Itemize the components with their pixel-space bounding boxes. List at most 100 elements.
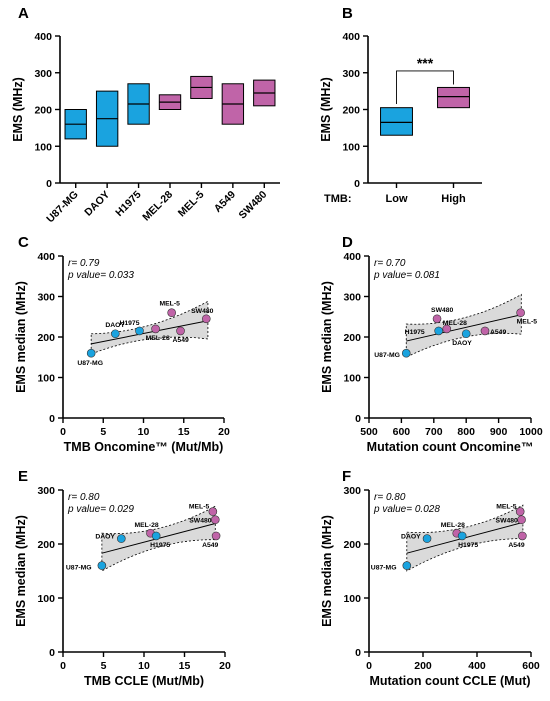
- panel-b: 0 100 200 300 400 B Low High EMS (MHz) TMB: ***: [319, 5, 482, 205]
- y-tick-label: 300: [343, 292, 361, 304]
- data-point: [515, 507, 525, 516]
- x-tick-label: Low: [386, 193, 408, 205]
- x-tick-label: 0: [60, 660, 66, 672]
- y-tick-label: 200: [343, 332, 361, 344]
- panel-letter: E: [18, 468, 28, 485]
- point-label: A549: [173, 337, 189, 344]
- point-label: DAOY: [452, 340, 472, 347]
- y-tick-label: 100: [37, 593, 55, 605]
- x-tick-label: 700: [425, 426, 443, 438]
- x-tick-label: High: [441, 193, 466, 205]
- x-axis-title: Mutation count Oncomine™: [367, 440, 534, 454]
- x-tick-label: 10: [138, 426, 150, 438]
- x-tick-label: SW480: [237, 189, 270, 222]
- y-axis-title: EMS median (MHz): [320, 515, 334, 627]
- x-tick-label: 5: [101, 660, 107, 672]
- point-label: MEL-5: [517, 319, 538, 326]
- point-label: SW480: [189, 518, 212, 525]
- x-tick-label: 500: [360, 426, 378, 438]
- r-value: r= 0.79: [68, 258, 100, 269]
- point-label: H1975: [458, 542, 478, 549]
- y-tick-label: 0: [49, 647, 55, 659]
- y-axis-title: EMS median (MHz): [14, 515, 28, 627]
- y-tick-label: 300: [37, 485, 55, 497]
- panel-letter: C: [18, 234, 29, 251]
- y-tick-label: 300: [34, 68, 52, 80]
- x-tick-label: A549: [212, 189, 238, 215]
- x-tick-label: 200: [414, 660, 432, 672]
- y-tick-label: 400: [342, 31, 360, 43]
- x-tick-label: 5: [100, 426, 106, 438]
- y-tick-label: 100: [37, 373, 55, 385]
- point-label: DAOY: [105, 322, 125, 329]
- y-tick-label: 100: [343, 373, 361, 385]
- data-point: [518, 531, 527, 541]
- point-label: MEL-5: [496, 504, 517, 511]
- y-tick-label: 200: [342, 105, 360, 117]
- y-tick-label: 100: [34, 141, 52, 153]
- y-tick-label: 100: [342, 141, 360, 153]
- r-value: r= 0.70: [374, 258, 406, 269]
- y-axis-title: EMS median (MHz): [14, 281, 28, 393]
- y-axis-title: EMS (MHz): [319, 77, 333, 142]
- data-point: [442, 324, 452, 334]
- data-point: [457, 531, 467, 541]
- point-label: MEL-28: [146, 335, 170, 342]
- panel-e: 0 100 200 300 E 0 5 10 15 20 U87-MG DAOY MEL-28 H1975…: [14, 468, 231, 688]
- y-tick-label: 100: [343, 593, 361, 605]
- y-tick-label: 0: [355, 647, 361, 659]
- point-label: MEL-5: [159, 301, 180, 308]
- panel-letter: B: [342, 5, 353, 22]
- y-tick-label: 200: [343, 539, 361, 551]
- data-point: [517, 515, 526, 525]
- x-axis-title: Mutation count CCLE (Mut): [369, 674, 530, 688]
- p-value: p value= 0.029: [67, 504, 134, 515]
- data-point: [117, 534, 126, 543]
- data-point: [151, 324, 160, 334]
- data-point: [480, 326, 490, 336]
- panel-letter: F: [342, 468, 351, 485]
- p-value: p value= 0.028: [373, 504, 440, 515]
- point-label: H1975: [405, 329, 425, 336]
- y-axis-title: EMS median (MHz): [320, 281, 334, 393]
- significance-bracket: [396, 70, 454, 104]
- data-point: [176, 326, 185, 336]
- x-tick-label: 800: [457, 426, 475, 438]
- point-label: MEL-5: [189, 504, 210, 511]
- point-label: A549: [508, 542, 524, 549]
- point-label: U87-MG: [77, 360, 103, 367]
- point-label: U87-MG: [374, 352, 400, 359]
- regression-line: [91, 320, 208, 345]
- point-label: MEL-28: [134, 522, 158, 529]
- y-tick-label: 400: [34, 31, 52, 43]
- point-label: A549: [490, 329, 506, 336]
- data-point: [151, 531, 161, 541]
- box: [380, 107, 413, 136]
- r-value: r= 0.80: [374, 492, 406, 503]
- y-tick-label: 300: [342, 68, 360, 80]
- x-tick-label: U87-MG: [44, 189, 81, 226]
- data-point: [86, 348, 96, 358]
- x-tick-label: 15: [178, 426, 190, 438]
- p-value: p value= 0.081: [373, 270, 440, 281]
- x-tick-label: 1000: [519, 426, 543, 438]
- x-tick-label: MEL-5: [176, 189, 207, 220]
- data-point: [111, 329, 120, 339]
- x-tick-label: 0: [366, 660, 372, 672]
- data-point: [516, 308, 525, 318]
- panel-letter: D: [342, 234, 353, 251]
- x-tick-label: DAOY: [82, 189, 112, 219]
- x-tick-label: 0: [60, 426, 66, 438]
- x-tick-label: 20: [219, 660, 231, 672]
- data-point: [461, 329, 471, 339]
- data-point: [135, 326, 144, 336]
- data-point: [402, 561, 412, 570]
- x-tick-label: H1975: [113, 189, 143, 219]
- point-label: SW480: [496, 518, 519, 525]
- y-tick-label: 0: [355, 413, 361, 425]
- x-axis-title: TMB:: [324, 193, 352, 205]
- x-tick-label: 600: [393, 426, 411, 438]
